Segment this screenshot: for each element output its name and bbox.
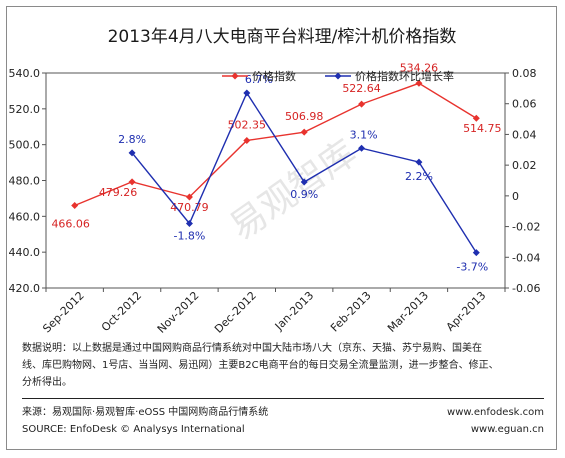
x-tick-label: Nov-2012	[155, 289, 202, 336]
right-tick-label: 0.08	[512, 67, 537, 80]
footnote-line-1: 数据说明：以上数据是通过中国网购商品行情系统对中国大陆市场八大（京东、天猫、苏宁…	[22, 343, 482, 354]
site-enfodesk: www.enfodesk.com	[447, 407, 544, 418]
left-tick-label: 460.0	[9, 210, 41, 223]
site-eguan: www.eguan.cn	[470, 424, 544, 435]
left-tick-label: 540.0	[9, 67, 41, 80]
data-label: 6.7%	[245, 73, 273, 86]
data-point	[415, 158, 423, 166]
series-layer: 466.06479.26470.79502.35506.98522.64534.…	[51, 61, 501, 273]
chart-title: 2013年4月八大电商平台料理/榨汁机价格指数	[108, 27, 457, 47]
data-point	[415, 79, 423, 87]
right-tick-label: 0	[512, 190, 519, 203]
left-tick-label: 500.0	[9, 139, 41, 152]
data-label: 2.8%	[118, 133, 146, 146]
legend-marker-0	[231, 72, 239, 80]
data-footnote: 数据说明：以上数据是通过中国网购商品行情系统对中国大陆市场八大（京东、天猫、苏宁…	[22, 340, 547, 391]
source-cn: 来源：易观国际·易观智库·eOSS 中国网购商品行情系统	[22, 407, 269, 418]
x-tick-label: Sep-2012	[40, 289, 86, 335]
x-tick-label: Dec-2012	[212, 289, 259, 336]
data-label: 466.06	[51, 217, 90, 230]
data-point	[128, 149, 136, 157]
data-point	[472, 114, 480, 122]
right-tick-label: 0.02	[512, 159, 537, 172]
data-point	[472, 249, 480, 257]
data-label: 3.1%	[350, 128, 378, 141]
data-point	[243, 136, 251, 144]
data-label: -1.8%	[173, 230, 205, 243]
data-label: 0.9%	[290, 188, 318, 201]
data-label: 502.35	[228, 118, 267, 131]
data-label: 534.26	[400, 61, 439, 74]
data-label: 514.75	[463, 122, 502, 135]
chart-frame	[6, 6, 557, 450]
data-point	[185, 220, 193, 227]
left-tick-label: 440.0	[9, 246, 41, 259]
left-tick-label: 480.0	[9, 175, 41, 188]
footnote-line-3: 分析得出。	[22, 377, 72, 388]
data-label: -3.7%	[456, 261, 488, 274]
left-tick-label: 520.0	[9, 103, 41, 116]
x-tick-label: Jan-2013	[272, 289, 316, 333]
data-label: 2.2%	[405, 170, 433, 183]
x-tick-label: Apr-2013	[444, 289, 489, 334]
data-point	[71, 201, 79, 209]
footer-divider	[22, 398, 544, 399]
data-point	[358, 100, 366, 108]
data-point	[185, 193, 193, 201]
x-tick-label: Oct-2012	[99, 289, 144, 334]
data-point	[300, 128, 308, 136]
legend: 价格指数 价格指数环比增长率	[222, 69, 454, 83]
right-tick-label: 0.04	[512, 128, 537, 141]
source-en: SOURCE: EnfoDesk © Analysys Internationa…	[22, 424, 245, 435]
data-point	[243, 89, 251, 97]
data-label: 522.64	[342, 82, 381, 95]
legend-label-0: 价格指数	[252, 69, 296, 83]
left-tick-label: 420.0	[9, 282, 41, 295]
x-tick-label: Mar-2013	[385, 289, 431, 335]
legend-label-1: 价格指数环比增长率	[355, 69, 454, 83]
legend-marker-1	[334, 72, 342, 80]
data-point	[128, 178, 136, 186]
data-label: 506.98	[285, 110, 324, 123]
right-tick-label: -0.02	[512, 221, 540, 234]
right-tick-label: 0.06	[512, 98, 537, 111]
footnote-line-2: 线、库巴购物网、1号店、当当网、易迅网）主要B2C电商平台的每日交易全流量监测，…	[22, 360, 499, 371]
data-point	[358, 144, 366, 152]
data-point	[300, 178, 308, 186]
right-tick-label: -0.06	[512, 282, 540, 295]
right-tick-label: -0.04	[512, 251, 540, 264]
x-tick-label: Feb-2013	[328, 289, 374, 335]
data-label: 479.26	[99, 186, 138, 199]
